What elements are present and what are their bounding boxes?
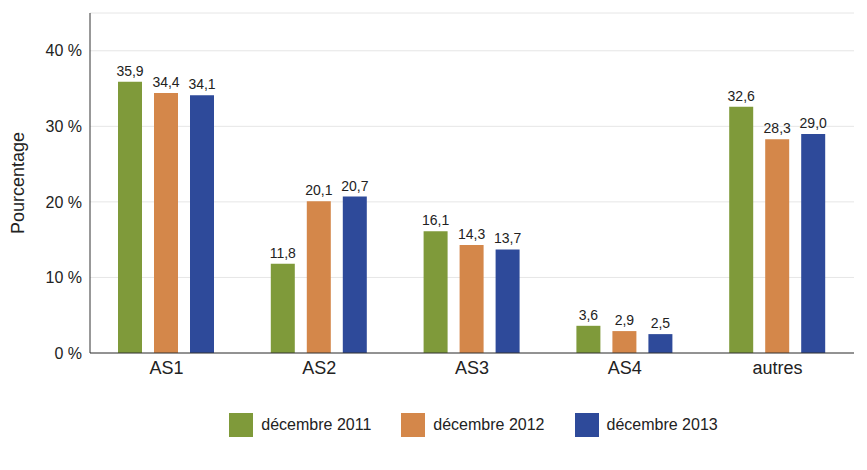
svg-text:11,8: 11,8: [270, 245, 296, 261]
svg-text:13,7: 13,7: [494, 230, 521, 246]
svg-text:34,4: 34,4: [152, 74, 179, 90]
svg-text:autres: autres: [753, 358, 803, 378]
svg-text:29,0: 29,0: [800, 115, 827, 131]
svg-text:32,6: 32,6: [728, 88, 755, 104]
svg-text:AS1: AS1: [149, 358, 183, 378]
html-text:décembre 2011: décembre 2011: [261, 416, 372, 433]
svg-text:34,1: 34,1: [188, 76, 215, 92]
svg-text:40 %: 40 %: [46, 42, 82, 59]
svg-text:AS3: AS3: [455, 358, 489, 378]
svg-text:AS4: AS4: [608, 358, 642, 378]
svg-text:3,6: 3,6: [579, 307, 599, 323]
svg-text:AS2: AS2: [302, 358, 336, 378]
svg-text:20 %: 20 %: [46, 194, 82, 211]
svg-text:0 %: 0 %: [54, 345, 82, 362]
svg-text:35,9: 35,9: [116, 63, 143, 79]
html-text:décembre 2013: décembre 2013: [606, 416, 718, 433]
html-text:décembre 2012: décembre 2012: [433, 416, 545, 433]
svg-text:14,3: 14,3: [458, 226, 485, 242]
svg-text:2,9: 2,9: [615, 312, 635, 328]
svg-text:2,5: 2,5: [651, 315, 671, 331]
svg-text:10 %: 10 %: [46, 269, 82, 286]
svg-text:20,1: 20,1: [305, 182, 332, 198]
svg-text:Pourcentage: Pourcentage: [8, 132, 28, 234]
svg-text:20,7: 20,7: [341, 178, 368, 194]
svg-text:16,1: 16,1: [422, 212, 449, 228]
svg-text:28,3: 28,3: [764, 120, 791, 136]
svg-text:30 %: 30 %: [46, 118, 82, 135]
